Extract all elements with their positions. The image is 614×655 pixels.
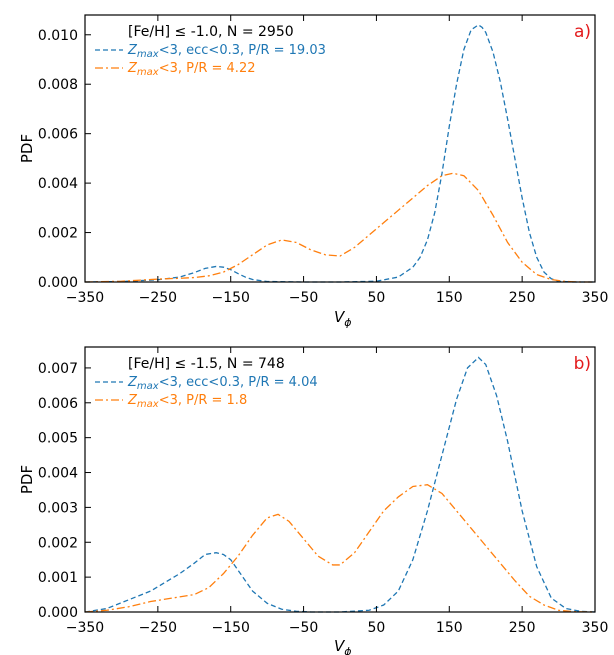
y-tick-label: 0.002 bbox=[38, 535, 78, 551]
legend: [Fe/H] ≤ -1.5, N = 748 Zmax<3, ecc<0.3, P… bbox=[95, 356, 318, 410]
y-tick-label: 0.006 bbox=[38, 127, 78, 143]
y-tick-label: 0.000 bbox=[38, 275, 78, 291]
legend-title: [Fe/H] ≤ -1.0, N = 2950 bbox=[128, 24, 294, 40]
x-tick-label: 150 bbox=[436, 290, 463, 306]
series-line-blue bbox=[84, 24, 595, 283]
x-tick-label: −350 bbox=[66, 290, 104, 306]
x-tick-label: 150 bbox=[436, 620, 463, 636]
y-tick-label: 0.008 bbox=[38, 77, 78, 93]
y-tick-label: 0.005 bbox=[38, 431, 78, 447]
series-line-orange bbox=[84, 172, 595, 283]
legend-entry: Zmax<3, P/R = 1.8 bbox=[127, 393, 247, 410]
plot-frame bbox=[84, 346, 596, 613]
x-tick-label: 50 bbox=[368, 620, 386, 636]
y-tick-label: 0.007 bbox=[38, 361, 78, 377]
series-line-orange bbox=[84, 484, 596, 613]
y-tick-label: 0.006 bbox=[38, 396, 78, 412]
chart-panel-b: −350 −250 −150 −50 50 150 250 350 0.000 0.001 0.00… bbox=[18, 346, 609, 655]
x-tick-label: 250 bbox=[509, 620, 536, 636]
y-tick-label: 0.003 bbox=[38, 500, 78, 516]
x-tick-label: 250 bbox=[509, 290, 536, 306]
x-tick-label: 350 bbox=[582, 290, 609, 306]
plot-frame bbox=[84, 14, 596, 283]
y-tick-label: 0.004 bbox=[38, 176, 78, 192]
x-axis-title: Vϕ bbox=[334, 308, 352, 329]
x-tick-label: −150 bbox=[211, 290, 249, 306]
legend-entry: Zmax<3, ecc<0.3, P/R = 4.04 bbox=[127, 375, 318, 392]
x-tick-label: −150 bbox=[211, 620, 249, 636]
x-tick-label: −250 bbox=[139, 290, 177, 306]
legend-entry: Zmax<3, ecc<0.3, P/R = 19.03 bbox=[127, 43, 326, 60]
y-tick-label: 0.010 bbox=[38, 28, 78, 44]
x-tick-label: −350 bbox=[66, 620, 104, 636]
legend-entry: Zmax<3, P/R = 4.22 bbox=[127, 61, 256, 78]
x-tick-label: −50 bbox=[289, 290, 319, 306]
y-tick-label: 0.002 bbox=[38, 226, 78, 242]
legend: [Fe/H] ≤ -1.0, N = 2950 Zmax<3, ecc<0.3, … bbox=[95, 24, 326, 78]
chart-panel-a: −350 −250 −150 −50 50 150 250 350 0.000 0.002 0.00… bbox=[18, 14, 609, 329]
legend-title: [Fe/H] ≤ -1.5, N = 748 bbox=[128, 356, 285, 372]
series-line-blue bbox=[84, 356, 596, 613]
panel-label: a) bbox=[574, 22, 591, 42]
y-tick-label: 0.000 bbox=[38, 605, 78, 621]
y-axis-title: PDF bbox=[18, 134, 36, 163]
panel-label: b) bbox=[574, 354, 591, 374]
y-tick-label: 0.001 bbox=[38, 570, 78, 586]
y-tick-label: 0.004 bbox=[38, 466, 78, 482]
y-axis-title: PDF bbox=[18, 465, 36, 494]
x-tick-label: 350 bbox=[582, 620, 609, 636]
x-axis-title: Vϕ bbox=[334, 637, 352, 655]
x-tick-label: −250 bbox=[139, 620, 177, 636]
x-tick-label: −50 bbox=[289, 620, 319, 636]
x-tick-label: 50 bbox=[368, 290, 386, 306]
